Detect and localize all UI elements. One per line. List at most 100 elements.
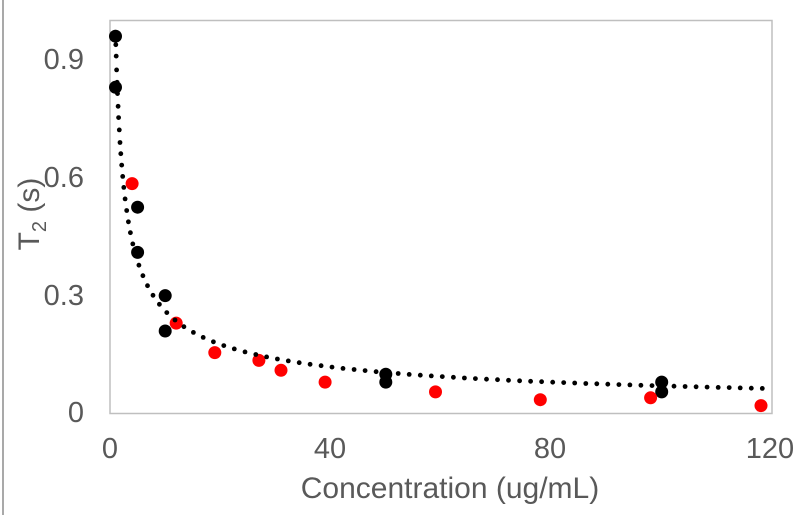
trendline-dot — [451, 374, 456, 380]
trendline-dot — [113, 53, 119, 59]
trendline-dot — [117, 140, 123, 145]
trendline-dot — [130, 241, 136, 247]
trendline-dot — [307, 361, 313, 367]
trendline-dot — [231, 346, 237, 352]
data-point-red-series — [644, 391, 658, 405]
trendline-dot — [715, 385, 721, 390]
trendline-dot — [428, 373, 434, 379]
trendline-dot — [362, 368, 368, 373]
trendline-dot — [164, 310, 170, 315]
trendline-dot — [627, 382, 633, 388]
y-tick-label-0.6: 0.6 — [43, 162, 84, 194]
trendline-dot — [417, 372, 423, 378]
trendline-dot — [119, 162, 125, 168]
x-axis-title: Concentration (ug/mL) — [300, 472, 600, 505]
trendline-dot — [114, 67, 119, 73]
data-point-black-series — [109, 80, 122, 94]
trendline-dot — [115, 91, 120, 96]
trendline-dot — [704, 384, 710, 390]
trendline-dot — [660, 383, 666, 389]
trendline-dot — [124, 208, 130, 213]
data-point-red-series — [429, 385, 442, 399]
y-tick-label-0.9: 0.9 — [43, 44, 84, 76]
trendline-dot — [726, 385, 732, 390]
data-point-black-series — [109, 29, 122, 43]
trendline-dot — [133, 252, 139, 257]
trendline-dot — [121, 185, 127, 190]
trendline-dot — [150, 292, 156, 298]
data-point-black-series — [655, 385, 669, 399]
data-point-red-series — [318, 375, 332, 389]
trendline-dot — [638, 382, 644, 388]
trendline-dot — [462, 375, 467, 381]
trendline-dot — [285, 358, 291, 364]
trendline-dot — [253, 352, 259, 357]
x-tick-label-120: 120 — [745, 433, 795, 465]
trendline-dot — [384, 370, 390, 375]
trendline-dot — [116, 127, 122, 133]
trendline-dot — [605, 381, 611, 387]
data-point-black-series — [131, 245, 145, 259]
trendline-dot — [113, 29, 118, 35]
trendline-dot — [200, 335, 206, 340]
trendline-dot — [649, 383, 655, 388]
trendline-dot — [114, 79, 120, 85]
trendline-dot — [120, 174, 126, 179]
trendline-dot — [296, 360, 302, 366]
trendline-dot — [340, 366, 346, 371]
trendline-dot — [616, 382, 622, 387]
trendline-dot — [395, 371, 401, 376]
y-axis-title-subscript: 2 — [29, 220, 51, 233]
trendline-dot — [242, 349, 248, 355]
data-point-red-series — [533, 393, 547, 407]
trendline-dot — [264, 354, 269, 360]
data-point-black-series — [131, 200, 145, 214]
trendline-dot — [495, 377, 500, 383]
y-axis-title-base: T — [13, 232, 46, 251]
trendline-dot — [561, 380, 567, 385]
trendline-dot — [759, 386, 765, 391]
trendline-dot — [329, 364, 335, 370]
y-axis-title: T2 (s) — [13, 114, 51, 314]
x-tick-label-80: 80 — [533, 433, 567, 465]
trendline-dot — [572, 380, 578, 386]
trendline-dot — [439, 374, 445, 379]
trendline-dot — [406, 372, 412, 377]
trendline-dot — [517, 378, 522, 384]
trendline-dot — [373, 369, 379, 375]
trendline-dot — [671, 383, 677, 389]
plot-area-border — [109, 19, 773, 415]
trendline-dot — [318, 363, 324, 369]
y-tick-label-0.3: 0.3 — [43, 280, 84, 312]
data-point-black-series — [158, 289, 172, 303]
trendline-dot — [682, 384, 688, 389]
trendline-dot — [140, 273, 146, 279]
trendline-dot — [351, 367, 357, 372]
trendline-dot — [583, 381, 589, 386]
data-point-red-series — [754, 399, 768, 413]
x-tick-label-0: 0 — [101, 433, 119, 465]
trendline-dot — [748, 385, 754, 391]
y-axis-title-unit: (s) — [13, 177, 46, 221]
data-point-black-series — [379, 375, 393, 389]
data-point-red-series — [125, 177, 139, 191]
trendline-dot — [693, 384, 699, 390]
trendline-dot — [211, 339, 216, 345]
trendline-dot — [157, 301, 162, 307]
trendline-dot — [145, 283, 150, 289]
chart-left-border — [2, 0, 4, 515]
trendline-dot — [127, 230, 133, 236]
trendline-dot — [122, 196, 128, 202]
trendline-dot — [539, 379, 544, 385]
trendline-dot — [136, 262, 142, 268]
trendline-dot — [181, 324, 187, 330]
data-point-black-series — [158, 324, 172, 338]
trendline-dot — [191, 330, 196, 335]
trendline-dot — [115, 103, 121, 109]
trendline-dot — [118, 151, 124, 157]
x-tick-label-40: 40 — [313, 433, 347, 465]
trendline-dot — [594, 381, 600, 387]
trendline-dot — [506, 377, 511, 383]
